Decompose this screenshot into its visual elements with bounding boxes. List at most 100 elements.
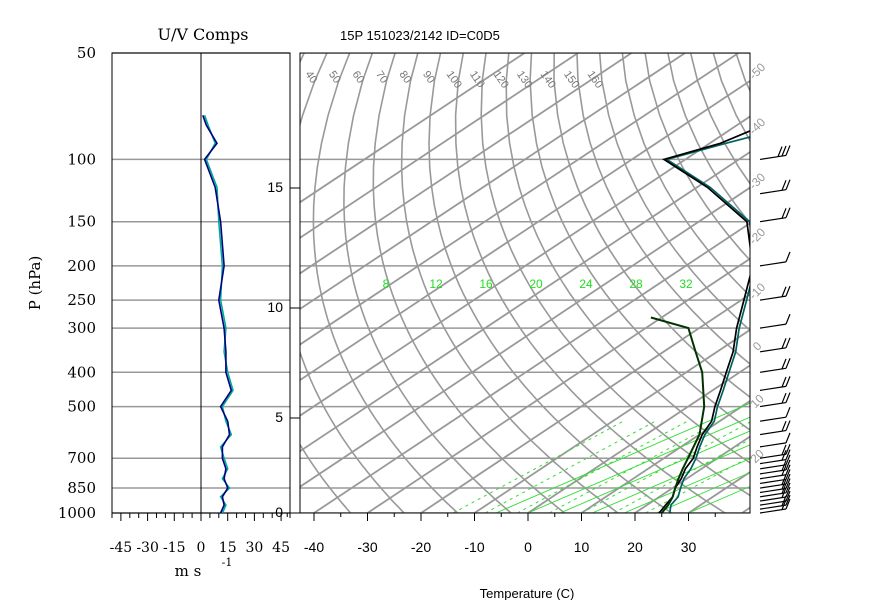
theta-label: 70 [373, 69, 390, 86]
moist-adiabat [559, 430, 750, 513]
temperature-tick-label: 30 [681, 539, 697, 555]
wind-barb-staff [759, 295, 787, 301]
wind-barb-staff [759, 217, 787, 223]
wind-barb-staff [759, 500, 787, 506]
mixing-ratio-label: 28 [629, 277, 643, 291]
wind-barb [759, 337, 791, 353]
mixing-ratio-line [517, 420, 688, 513]
isotherm-label: -40 [746, 115, 768, 137]
wind-barb-flag [785, 454, 791, 466]
wind-barb [759, 313, 791, 329]
moist-adiabat [624, 458, 750, 513]
mixing-ratio-line [549, 420, 720, 513]
pressure-tick-label: 100 [67, 150, 96, 168]
wind-barb [759, 406, 791, 422]
wind-barb [759, 469, 791, 485]
uv-x-tick-labels: -45 -30 -15 0 15 30 45 [110, 513, 291, 556]
wind-barb-flag [785, 478, 791, 489]
skewt-panel-frame [299, 52, 751, 514]
isotherm [300, 150, 750, 453]
theta-label: 60 [350, 69, 367, 86]
wind-barb-flag [785, 449, 791, 460]
wind-barb [759, 432, 791, 448]
pressure-tick-label: 50 [77, 44, 96, 62]
wind-barb-flag [781, 180, 787, 191]
moist-adiabat [495, 402, 750, 513]
wind-barb [759, 179, 791, 195]
wind-barb-staff [759, 261, 787, 267]
wind-barb-staff [759, 367, 787, 373]
mixing-ratio-line [581, 421, 750, 513]
dry-adiabat [775, 37, 887, 521]
wind-barb-staff [759, 487, 787, 494]
wind-barb-flag [777, 146, 783, 157]
wind-barb [759, 490, 791, 506]
pressure-tick-label: 700 [67, 449, 96, 467]
wind-barb [759, 358, 791, 373]
wind-barb [759, 251, 791, 267]
wind-barb-flag [781, 208, 787, 219]
height-tick-label: 5 [275, 409, 283, 425]
temperature-tick-labels: -40 -30 -20 -10 0 10 20 30 [286, 513, 716, 555]
isotherm [688, 471, 750, 513]
wind-barbs [759, 145, 791, 514]
mixing-ratio-label: 12 [429, 277, 443, 291]
wind-barb-flag [785, 486, 791, 498]
isotherm [581, 399, 750, 513]
wind-barb-staff [759, 401, 787, 408]
uv-x-tick-label: 0 [197, 540, 206, 556]
wind-barb-flag [781, 338, 787, 349]
temperature-tick-label: 0 [524, 539, 532, 555]
wind-barb-flag [785, 482, 791, 494]
moist-adiabat [527, 416, 750, 513]
isotherm [313, 222, 750, 513]
theta-label: 50 [326, 69, 343, 86]
wind-barb [759, 444, 791, 459]
temperature-tick-label: -40 [304, 539, 324, 555]
wind-barb-flag [781, 444, 787, 456]
dry-adiabat [712, 53, 750, 143]
wind-barb-flag [781, 358, 787, 370]
temperature-axis-label: Temperature (C) [480, 586, 575, 600]
wind-barb [759, 420, 791, 436]
mixing-ratio-lines [452, 402, 750, 513]
wind-barb-staff [759, 189, 787, 195]
dry-adiabat [372, 53, 566, 513]
pressure-tick-label: 200 [67, 257, 96, 275]
dry-adiabat [454, 53, 727, 513]
pressure-tick-label: 1000 [58, 504, 96, 522]
isotherm [300, 53, 579, 239]
isotherm [367, 257, 750, 513]
wind-barb-flag [785, 251, 791, 263]
wind-barb [759, 376, 791, 391]
uv-x-tick-label: 45 [272, 540, 290, 556]
isotherm [300, 53, 526, 204]
wind-barb-flag [781, 392, 787, 404]
wind-barb-flag [785, 179, 791, 190]
wind-barb-staff [759, 508, 787, 514]
wind-barb-flag [785, 420, 791, 431]
mixing-ratio-label: 8 [383, 277, 390, 291]
wind-barb-flag [785, 444, 791, 455]
wind-barb-flag [785, 358, 791, 369]
wind-barb-flag [785, 337, 791, 349]
dry-adiabat [735, 53, 750, 93]
pressure-tick-label: 850 [67, 479, 96, 497]
isotherm [300, 79, 750, 382]
isotherm-label: -50 [746, 60, 768, 82]
wind-barb-flag [785, 459, 791, 471]
wind-barb-flag [785, 473, 791, 485]
temperature-tick-label: -10 [464, 539, 484, 555]
wind-barb [759, 145, 791, 161]
wind-barb-staff [759, 504, 787, 510]
wind-barb-staff [759, 469, 787, 475]
isotherm [420, 293, 750, 513]
dry-adiabat [553, 53, 750, 399]
mixing-ratio-label: 32 [679, 277, 693, 291]
mixing-ratio-label: 16 [479, 277, 493, 291]
uv-x-tick-label: -30 [136, 540, 159, 556]
uv-series [202, 115, 234, 514]
uv-y-axis-label: P (hPa) [26, 256, 44, 311]
wind-barb-staff [759, 347, 787, 353]
theta-label: 100 [444, 69, 464, 91]
